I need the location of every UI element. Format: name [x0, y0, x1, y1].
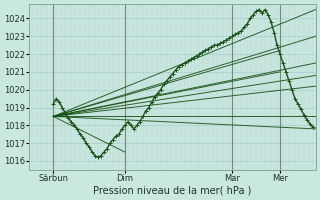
X-axis label: Pression niveau de la mer( hPa ): Pression niveau de la mer( hPa ): [93, 186, 252, 196]
